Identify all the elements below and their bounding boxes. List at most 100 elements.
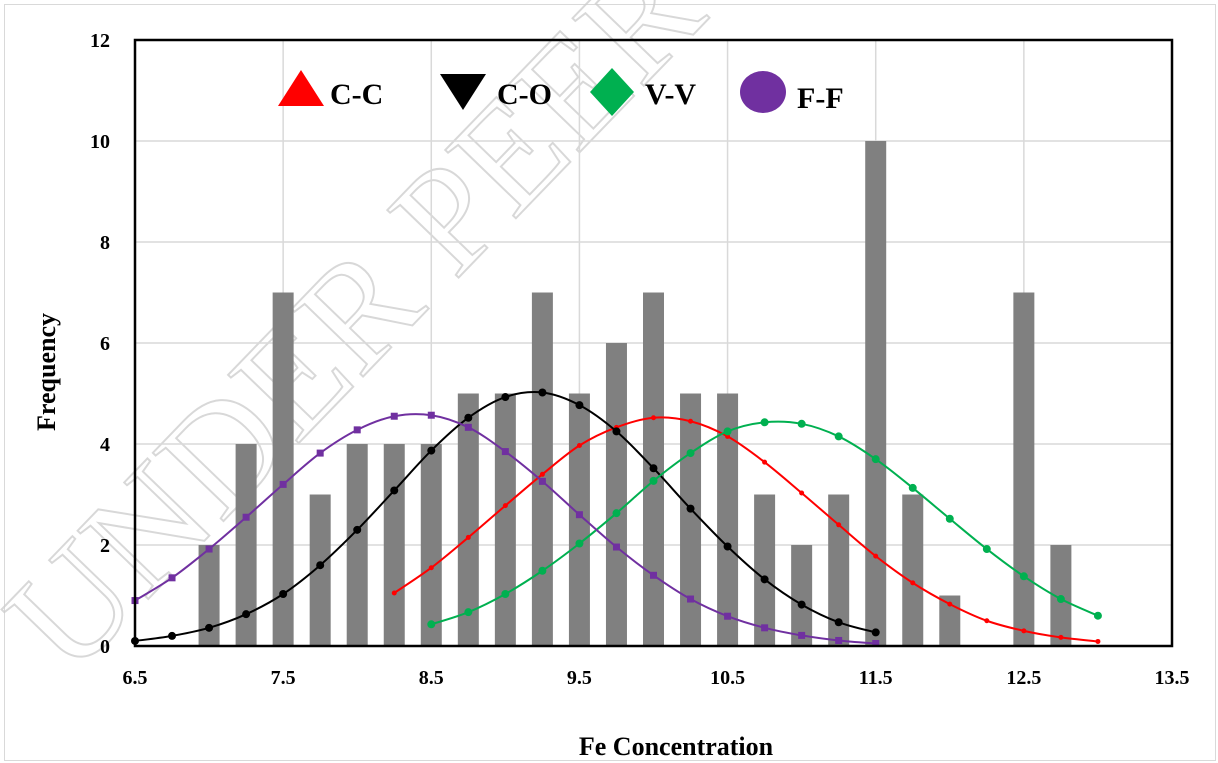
point-c-c [762,459,768,465]
point-v-v [427,620,436,629]
fitted-curves [131,388,1102,647]
legend-marker-v-v [590,68,634,116]
point-c-c [1021,628,1027,634]
point-v-v [612,509,621,518]
bar [272,292,294,646]
y-tick-label: 12 [90,30,110,52]
bar [828,494,850,646]
point-f-f [279,480,287,488]
point-v-v [834,432,843,441]
bar [717,393,739,646]
point-c-o [390,486,399,495]
point-c-o [871,628,880,637]
point-f-f [501,448,509,456]
legend-marker-f-f [740,71,786,113]
legend-marker-c-c [278,70,324,106]
x-tick-label: 8.5 [419,667,444,689]
point-v-v [945,514,954,523]
point-c-c [799,490,805,496]
point-v-v [649,476,658,485]
axes: 6.5 7.5 8.5 9.5 10.5 11.5 12.5 13.5 0 2 4 6 8 10 12 Fe … [32,30,1190,761]
point-f-f [242,513,250,521]
y-tick-label: 2 [100,535,110,557]
bar [198,545,220,646]
chart-frame [4,4,1216,761]
point-c-o [205,623,214,632]
point-v-v [1093,611,1102,620]
point-f-f [390,412,398,420]
point-f-f [538,477,546,485]
y-tick-label: 8 [100,232,110,254]
y-axis-title: Frequency [32,313,61,431]
point-f-f [168,574,176,582]
bar [939,595,961,646]
point-c-c [502,503,508,509]
x-axis-title: Fe Concentration [579,732,774,761]
point-v-v [797,419,806,428]
point-v-v [908,483,917,492]
point-c-c [651,415,656,421]
point-f-f [798,631,806,639]
point-f-f [835,636,843,644]
point-c-c [836,522,842,528]
bar [494,393,516,646]
point-f-f [427,411,435,419]
point-c-c [947,601,953,607]
point-c-o [353,525,362,534]
point-c-c [688,418,694,424]
bar [457,393,479,646]
x-tick-label: 11.5 [859,667,893,689]
point-c-o [279,589,288,598]
point-c-c [984,618,990,624]
bar [531,292,553,646]
curve-c-c [393,416,1099,643]
point-c-o [723,542,732,551]
point-c-c [428,565,434,571]
point-v-v [538,566,547,575]
legend-marker-c-o [440,74,486,110]
point-c-o [612,427,621,436]
point-c-o [760,575,769,584]
point-f-f [205,545,213,553]
legend-label-c-o: C-O [497,78,552,111]
bar [309,494,331,646]
point-v-v [686,449,695,458]
point-f-f [353,426,361,434]
point-c-o [686,504,695,513]
point-v-v [871,455,880,464]
point-c-o [168,631,177,640]
x-tick-label: 9.5 [567,667,592,689]
legend-label-f-f: F-F [797,82,844,115]
bar [420,444,442,646]
point-c-c [725,433,731,439]
point-c-o [538,388,547,397]
point-c-c [1095,638,1101,644]
y-tick-label: 0 [100,636,110,658]
bar [1013,292,1035,646]
point-c-c [873,553,879,559]
bar [568,393,590,646]
point-c-o [501,393,510,402]
x-tick-label: 13.5 [1155,667,1190,689]
y-tick-label: 4 [100,434,110,456]
point-v-v [501,589,510,598]
bar [680,393,702,646]
point-f-f [464,423,472,431]
y-tick-label: 10 [90,131,110,153]
x-tick-label: 10.5 [710,667,745,689]
point-v-v [723,427,732,436]
point-f-f [316,449,324,457]
point-c-o [575,401,584,410]
point-c-c [1058,634,1064,640]
bar [346,444,368,646]
legend-label-c-c: C-C [330,78,383,111]
point-c-o [464,413,473,422]
point-v-v [464,608,473,617]
bar [865,141,887,646]
point-f-f [650,571,657,579]
point-v-v [575,539,584,548]
point-c-o [316,561,325,570]
legend-label-v-v: V-V [645,78,696,111]
point-f-f [612,543,620,551]
